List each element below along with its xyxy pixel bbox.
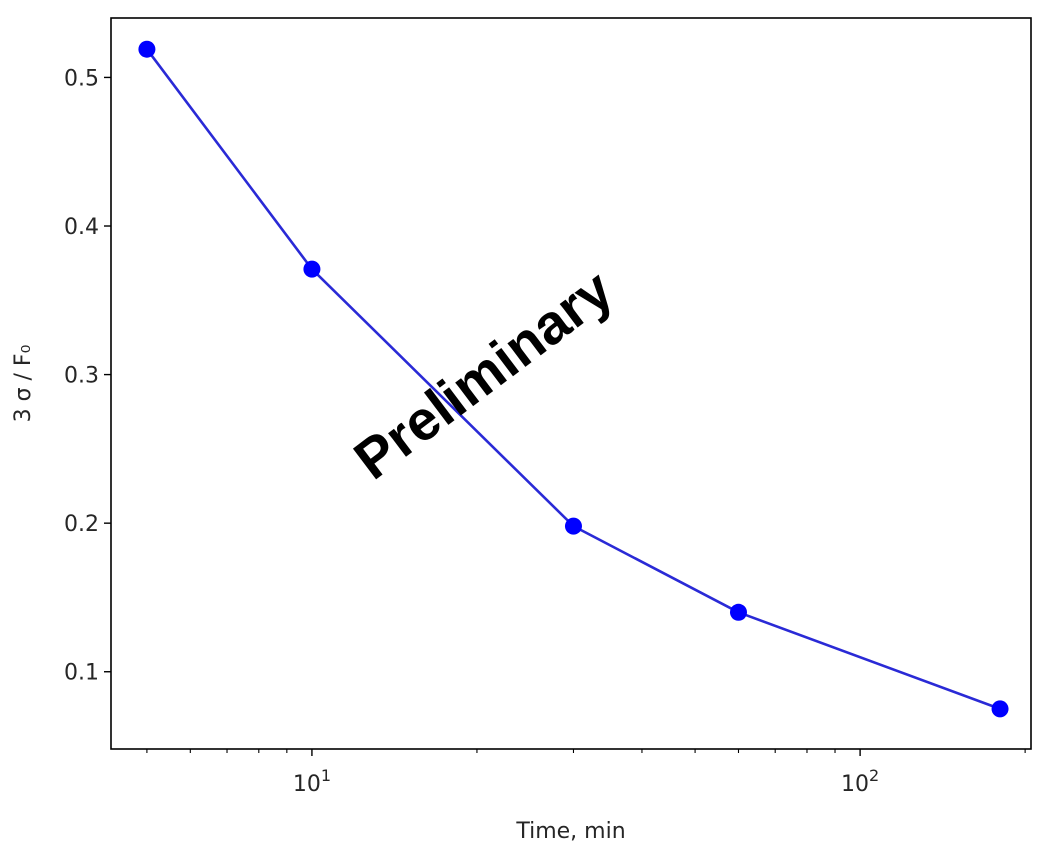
data-point xyxy=(564,517,582,535)
y-tick-label: 0.2 xyxy=(64,512,99,537)
y-tick-label: 0.1 xyxy=(64,661,99,686)
y-axis-label: 3 σ / F₀ xyxy=(11,344,36,422)
y-tick-label: 0.5 xyxy=(64,66,99,91)
axis-ticks: 0.1 0.2 0.3 0.4 0.5 101 102 xyxy=(64,66,1026,797)
plot-area-frame xyxy=(110,17,1032,750)
y-tick-label: 0.4 xyxy=(64,215,99,240)
x-tick-label: 102 xyxy=(841,766,879,797)
data-series xyxy=(138,40,1009,718)
data-point xyxy=(138,40,156,58)
y-tick-label: 0.3 xyxy=(64,364,99,389)
data-point xyxy=(729,603,747,621)
x-axis-label: Time, min xyxy=(515,819,625,844)
x-tick-label: 101 xyxy=(293,766,331,797)
data-point xyxy=(303,260,321,278)
data-point xyxy=(991,700,1009,718)
